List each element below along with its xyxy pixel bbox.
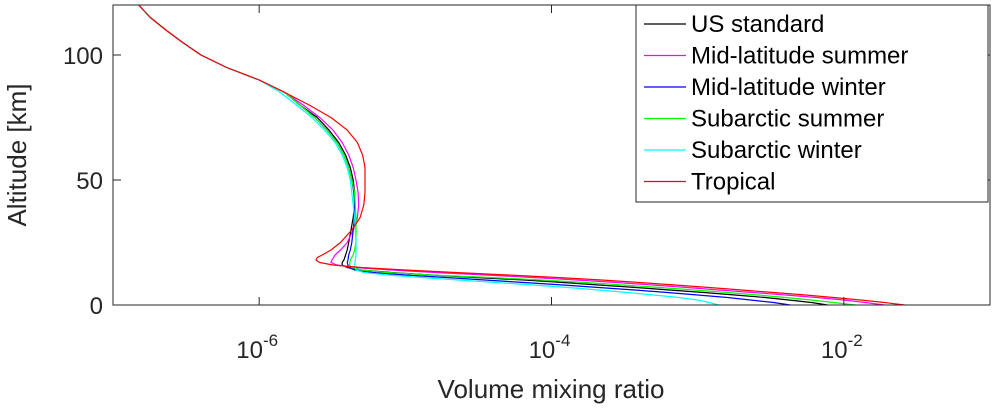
series-line-5 xyxy=(138,4,905,306)
x-tick-label: 10-6 xyxy=(236,331,278,364)
legend-label: Mid-latitude winter xyxy=(691,74,886,101)
x-tick-label: 10-4 xyxy=(529,331,571,364)
y-tick-label: 50 xyxy=(76,168,103,195)
series-group xyxy=(138,4,905,306)
y-axis-label: Altitude [km] xyxy=(2,83,32,226)
x-axis-label: Volume mixing ratio xyxy=(438,374,665,404)
y-tick-label: 0 xyxy=(90,293,103,320)
legend-label: Subarctic winter xyxy=(691,137,862,164)
legend-label: Subarctic summer xyxy=(691,106,884,133)
legend-label: Tropical xyxy=(691,169,775,196)
series-line-4 xyxy=(138,4,720,306)
y-axis: 0 50 100 xyxy=(63,43,990,320)
x-tick-label: 10-2 xyxy=(821,331,863,364)
legend-label: Mid-latitude summer xyxy=(691,43,908,70)
legend-label: US standard xyxy=(691,11,824,38)
x-axis: 10-6 10-4 10-2 xyxy=(236,5,863,364)
legend-box xyxy=(635,4,989,203)
legend: US standard Mid-latitude summer Mid-latitu… xyxy=(635,4,989,203)
y-tick-label: 100 xyxy=(63,43,103,70)
